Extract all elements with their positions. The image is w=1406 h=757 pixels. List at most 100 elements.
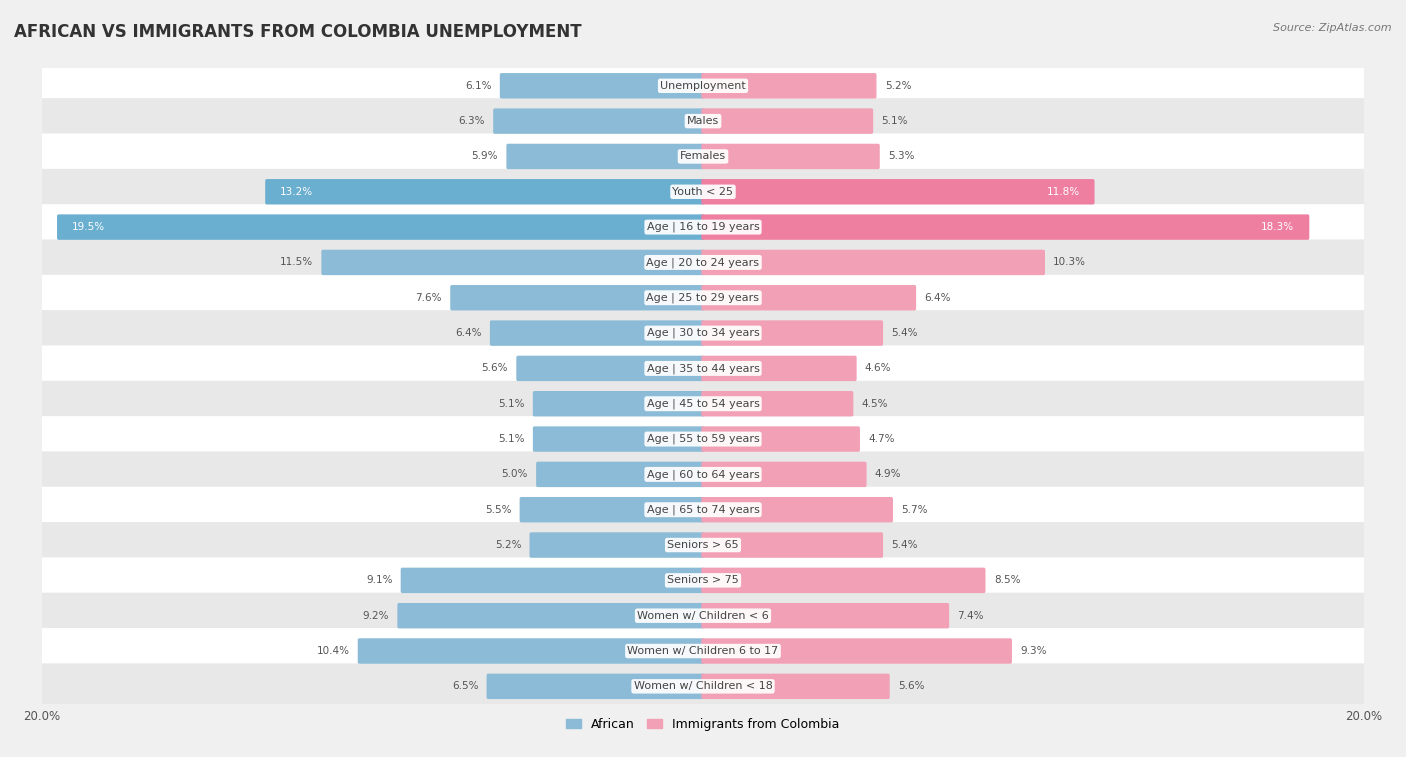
- FancyBboxPatch shape: [37, 663, 1369, 709]
- Text: 9.2%: 9.2%: [363, 611, 389, 621]
- Text: 7.6%: 7.6%: [416, 293, 441, 303]
- FancyBboxPatch shape: [533, 391, 704, 416]
- Text: Age | 55 to 59 years: Age | 55 to 59 years: [647, 434, 759, 444]
- Text: 11.8%: 11.8%: [1046, 187, 1080, 197]
- FancyBboxPatch shape: [37, 345, 1369, 391]
- Text: 5.6%: 5.6%: [898, 681, 924, 691]
- Text: Age | 25 to 29 years: Age | 25 to 29 years: [647, 292, 759, 303]
- Text: 5.2%: 5.2%: [495, 540, 522, 550]
- FancyBboxPatch shape: [37, 487, 1369, 533]
- FancyBboxPatch shape: [702, 674, 890, 699]
- Text: Age | 20 to 24 years: Age | 20 to 24 years: [647, 257, 759, 268]
- FancyBboxPatch shape: [37, 169, 1369, 215]
- Text: 9.3%: 9.3%: [1021, 646, 1046, 656]
- FancyBboxPatch shape: [499, 73, 704, 98]
- FancyBboxPatch shape: [322, 250, 704, 275]
- FancyBboxPatch shape: [506, 144, 704, 169]
- Text: Seniors > 65: Seniors > 65: [668, 540, 738, 550]
- FancyBboxPatch shape: [702, 108, 873, 134]
- FancyBboxPatch shape: [486, 674, 704, 699]
- Text: 13.2%: 13.2%: [280, 187, 314, 197]
- Text: 8.5%: 8.5%: [994, 575, 1021, 585]
- Text: 10.4%: 10.4%: [316, 646, 350, 656]
- Text: Age | 65 to 74 years: Age | 65 to 74 years: [647, 504, 759, 515]
- FancyBboxPatch shape: [489, 320, 704, 346]
- Legend: African, Immigrants from Colombia: African, Immigrants from Colombia: [561, 713, 845, 736]
- FancyBboxPatch shape: [702, 603, 949, 628]
- FancyBboxPatch shape: [702, 250, 1045, 275]
- Text: 18.3%: 18.3%: [1261, 222, 1295, 232]
- FancyBboxPatch shape: [37, 204, 1369, 250]
- FancyBboxPatch shape: [702, 568, 986, 593]
- FancyBboxPatch shape: [37, 310, 1369, 356]
- FancyBboxPatch shape: [702, 73, 876, 98]
- FancyBboxPatch shape: [398, 603, 704, 628]
- Text: 5.1%: 5.1%: [498, 434, 524, 444]
- FancyBboxPatch shape: [702, 426, 860, 452]
- Text: 6.4%: 6.4%: [456, 328, 482, 338]
- Text: Age | 30 to 34 years: Age | 30 to 34 years: [647, 328, 759, 338]
- FancyBboxPatch shape: [516, 356, 704, 381]
- Text: 4.5%: 4.5%: [862, 399, 889, 409]
- Text: 5.4%: 5.4%: [891, 328, 918, 338]
- Text: Women w/ Children < 6: Women w/ Children < 6: [637, 611, 769, 621]
- FancyBboxPatch shape: [401, 568, 704, 593]
- Text: 4.6%: 4.6%: [865, 363, 891, 373]
- Text: 10.3%: 10.3%: [1053, 257, 1087, 267]
- FancyBboxPatch shape: [357, 638, 704, 664]
- Text: 5.0%: 5.0%: [502, 469, 527, 479]
- FancyBboxPatch shape: [37, 416, 1369, 462]
- FancyBboxPatch shape: [536, 462, 704, 487]
- Text: Youth < 25: Youth < 25: [672, 187, 734, 197]
- Text: Age | 45 to 54 years: Age | 45 to 54 years: [647, 398, 759, 409]
- Text: 19.5%: 19.5%: [72, 222, 105, 232]
- Text: 5.6%: 5.6%: [482, 363, 508, 373]
- FancyBboxPatch shape: [702, 497, 893, 522]
- FancyBboxPatch shape: [37, 628, 1369, 674]
- Text: 6.4%: 6.4%: [924, 293, 950, 303]
- Text: 5.1%: 5.1%: [882, 116, 908, 126]
- FancyBboxPatch shape: [37, 98, 1369, 144]
- Text: 9.1%: 9.1%: [366, 575, 392, 585]
- FancyBboxPatch shape: [520, 497, 704, 522]
- Text: 6.5%: 6.5%: [451, 681, 478, 691]
- FancyBboxPatch shape: [702, 144, 880, 169]
- Text: 6.1%: 6.1%: [465, 81, 492, 91]
- FancyBboxPatch shape: [702, 320, 883, 346]
- Text: Source: ZipAtlas.com: Source: ZipAtlas.com: [1274, 23, 1392, 33]
- Text: 4.7%: 4.7%: [868, 434, 894, 444]
- Text: Women w/ Children 6 to 17: Women w/ Children 6 to 17: [627, 646, 779, 656]
- Text: Females: Females: [681, 151, 725, 161]
- Text: Males: Males: [688, 116, 718, 126]
- Text: 5.2%: 5.2%: [884, 81, 911, 91]
- FancyBboxPatch shape: [702, 462, 866, 487]
- Text: Unemployment: Unemployment: [661, 81, 745, 91]
- FancyBboxPatch shape: [37, 451, 1369, 497]
- Text: 5.9%: 5.9%: [471, 151, 498, 161]
- FancyBboxPatch shape: [37, 557, 1369, 603]
- FancyBboxPatch shape: [702, 532, 883, 558]
- Text: 5.4%: 5.4%: [891, 540, 918, 550]
- FancyBboxPatch shape: [533, 426, 704, 452]
- Text: 4.9%: 4.9%: [875, 469, 901, 479]
- FancyBboxPatch shape: [37, 239, 1369, 285]
- Text: Seniors > 75: Seniors > 75: [666, 575, 740, 585]
- FancyBboxPatch shape: [702, 285, 917, 310]
- FancyBboxPatch shape: [37, 275, 1369, 321]
- FancyBboxPatch shape: [450, 285, 704, 310]
- FancyBboxPatch shape: [266, 179, 704, 204]
- FancyBboxPatch shape: [702, 356, 856, 381]
- FancyBboxPatch shape: [37, 133, 1369, 179]
- FancyBboxPatch shape: [37, 593, 1369, 639]
- Text: 6.3%: 6.3%: [458, 116, 485, 126]
- FancyBboxPatch shape: [37, 63, 1369, 109]
- Text: Age | 60 to 64 years: Age | 60 to 64 years: [647, 469, 759, 480]
- Text: Women w/ Children < 18: Women w/ Children < 18: [634, 681, 772, 691]
- FancyBboxPatch shape: [702, 638, 1012, 664]
- Text: 11.5%: 11.5%: [280, 257, 314, 267]
- FancyBboxPatch shape: [37, 381, 1369, 427]
- FancyBboxPatch shape: [530, 532, 704, 558]
- FancyBboxPatch shape: [702, 179, 1094, 204]
- Text: 5.1%: 5.1%: [498, 399, 524, 409]
- FancyBboxPatch shape: [702, 214, 1309, 240]
